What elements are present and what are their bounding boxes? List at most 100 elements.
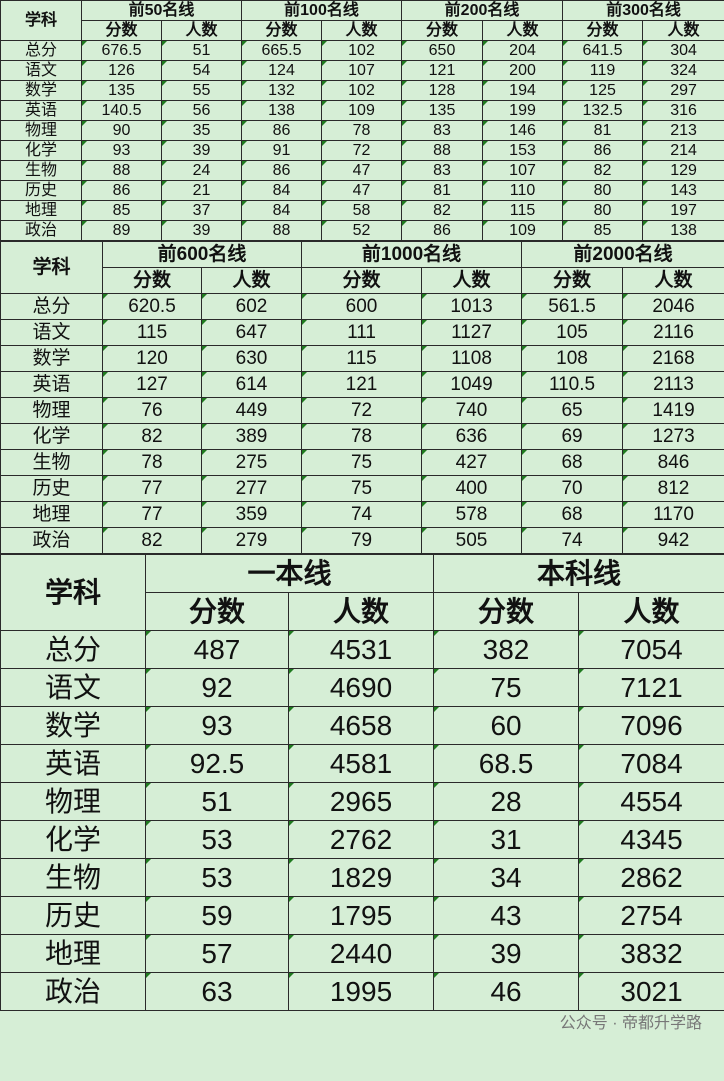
count-cell: 1013 (421, 293, 523, 320)
score-cell: 59 (145, 896, 289, 935)
group-header: 前200名线 (401, 0, 564, 21)
header-row-sub: 分数 人数 分数 人数 分数 人数 (1, 267, 724, 294)
subject-cell: 物理 (0, 397, 103, 424)
score-cell: 68.5 (433, 744, 580, 783)
score-cell: 80 (562, 180, 644, 201)
subject-cell: 英语 (0, 371, 103, 398)
subject-cell: 历史 (0, 180, 82, 201)
subject-cell: 语文 (0, 668, 146, 707)
count-cell: 4690 (287, 668, 435, 707)
count-cell: 4531 (287, 630, 435, 669)
score-cell: 74 (521, 527, 624, 554)
score-cell: 57 (145, 934, 289, 973)
count-cell: 1108 (421, 345, 523, 372)
score-header: 分数 (521, 267, 624, 294)
count-cell: 199 (482, 100, 564, 121)
count-cell: 107 (482, 160, 564, 181)
table-row: 总分 620.5 602 600 1013 561.5 2046 (0, 293, 724, 320)
count-cell: 846 (622, 449, 724, 476)
count-cell: 647 (200, 319, 303, 346)
count-cell: 359 (200, 501, 303, 528)
group-header: 前100名线 (240, 0, 403, 21)
score-cell: 382 (433, 630, 580, 669)
score-cell: 72 (301, 397, 423, 424)
count-cell: 1273 (622, 423, 724, 450)
count-cell: 102 (320, 80, 403, 101)
top-600-2000-table: 学科 前600名线 前1000名线 前2000名线 分数 人数 分数 人数 分数 人数 总分 620.… (0, 241, 724, 554)
count-cell: 2168 (622, 345, 724, 372)
score-cell: 93 (81, 140, 162, 161)
count-cell: 4658 (287, 706, 435, 745)
subject-cell: 政治 (0, 527, 103, 554)
count-cell: 275 (200, 449, 303, 476)
count-cell: 7121 (578, 668, 724, 707)
table-row: 地理 57 2440 39 3832 (0, 934, 724, 973)
count-cell: 194 (482, 80, 564, 101)
score-cell: 135 (401, 100, 484, 121)
score-cell: 82 (562, 160, 644, 181)
score-cell: 93 (145, 706, 289, 745)
count-cell: 197 (642, 200, 724, 221)
table-row: 历史 86 21 84 47 81 110 80 143 (0, 180, 724, 201)
subject-cell: 数学 (0, 80, 82, 101)
count-cell: 24 (161, 160, 242, 181)
count-header: 人数 (161, 20, 242, 41)
count-cell: 812 (622, 475, 724, 502)
score-cell: 77 (102, 501, 202, 528)
table-row: 化学 82 389 78 636 69 1273 (0, 423, 724, 450)
count-cell: 614 (200, 371, 303, 398)
score-header: 分数 (301, 267, 423, 294)
count-cell: 153 (482, 140, 564, 161)
score-cell: 82 (401, 200, 484, 221)
header-row-groups: 学科 前50名线 前100名线 前200名线 前300名线 (0, 0, 724, 41)
count-cell: 2754 (578, 896, 724, 935)
score-cell: 65 (521, 397, 624, 424)
score-cell: 70 (521, 475, 624, 502)
score-cell: 81 (401, 180, 484, 201)
count-cell: 505 (421, 527, 523, 554)
score-cell: 75 (301, 449, 423, 476)
score-cell: 84 (241, 180, 322, 201)
count-cell: 2965 (287, 782, 435, 821)
score-cell: 561.5 (521, 293, 624, 320)
count-cell: 1127 (421, 319, 523, 346)
score-header: 分数 (102, 267, 202, 294)
count-cell: 316 (642, 100, 724, 121)
score-cell: 90 (81, 120, 162, 141)
table-row: 生物 53 1829 34 2862 (0, 858, 724, 897)
score-cell: 650 (401, 40, 484, 61)
count-cell: 942 (622, 527, 724, 554)
score-cell: 68 (521, 449, 624, 476)
top-50-300-table: 学科 前50名线 前100名线 前200名线 前300名线 分数 人数 分数 人数 分数 人数 分数人… (0, 0, 724, 241)
score-cell: 39 (433, 934, 580, 973)
score-header: 分数 (433, 592, 580, 631)
score-cell: 487 (145, 630, 289, 669)
count-cell: 427 (421, 449, 523, 476)
group-header: 前2000名线 (521, 241, 724, 268)
header-row-groups: 学科 前600名线 前1000名线 前2000名线 (0, 241, 724, 294)
score-cell: 91 (241, 140, 322, 161)
count-cell: 109 (482, 220, 564, 241)
table-row: 物理 51 2965 28 4554 (0, 782, 724, 821)
score-cell: 51 (145, 782, 289, 821)
count-header: 人数 (287, 592, 435, 631)
table-row: 历史 77 277 75 400 70 812 (0, 475, 724, 502)
count-cell: 107 (320, 60, 403, 81)
score-cell: 85 (81, 200, 162, 221)
count-cell: 39 (161, 220, 242, 241)
count-cell: 129 (642, 160, 724, 181)
score-cell: 75 (433, 668, 580, 707)
count-cell: 578 (421, 501, 523, 528)
subject-cell: 化学 (0, 140, 82, 161)
subject-cell: 政治 (0, 220, 82, 241)
score-cell: 31 (433, 820, 580, 859)
score-header: 分数 (401, 20, 484, 41)
score-cell: 28 (433, 782, 580, 821)
count-cell: 630 (200, 345, 303, 372)
score-cell: 86 (401, 220, 484, 241)
count-cell: 39 (161, 140, 242, 161)
count-cell: 109 (320, 100, 403, 121)
table-row: 物理 76 449 72 740 65 1419 (0, 397, 724, 424)
score-cell: 111 (301, 319, 423, 346)
table-row: 数学 135 55 132 102 128 194 125 297 (0, 80, 724, 101)
